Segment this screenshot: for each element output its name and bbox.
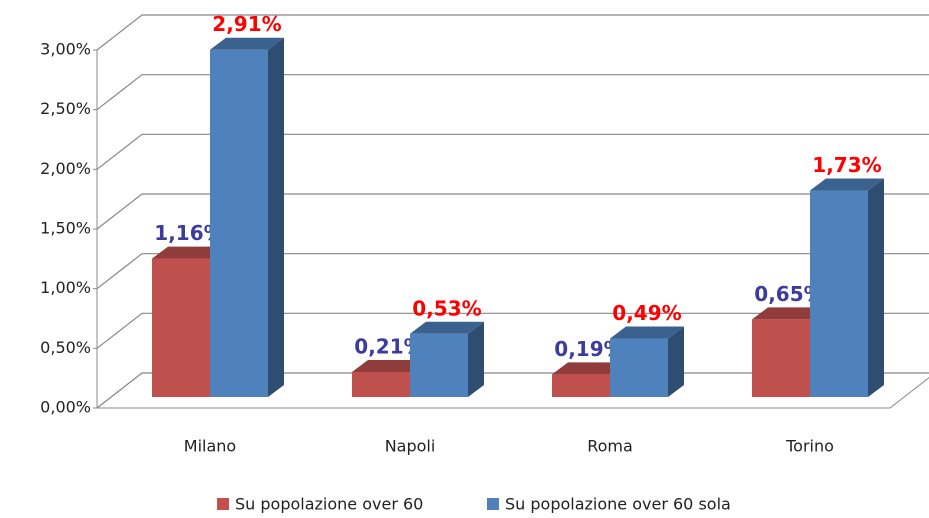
bar (610, 326, 684, 397)
bar-top (210, 37, 284, 50)
value-label: 2,91% (212, 12, 281, 36)
bar (210, 37, 284, 398)
bar-front (410, 333, 468, 397)
bar-top (752, 307, 826, 320)
legend-label: Su popolazione over 60 sola (505, 495, 731, 514)
x-tick-label: Roma (587, 437, 633, 456)
bar-front (152, 258, 210, 397)
bar-top (410, 321, 484, 334)
bar (810, 178, 884, 397)
bar-front (752, 319, 810, 397)
bar-side (668, 326, 684, 397)
bar-front (210, 49, 268, 398)
bar-side (268, 37, 284, 398)
x-tick-label: Napoli (385, 437, 436, 456)
bar-top (552, 362, 626, 375)
bar-top (610, 326, 684, 339)
bar-front (810, 190, 868, 397)
grid-line (96, 312, 929, 349)
y-tick-label: 0,50% (40, 338, 91, 357)
grid-line (96, 133, 929, 170)
x-tick-label: Milano (184, 437, 236, 456)
bar-side (468, 321, 484, 397)
y-tick-label: 3,00% (40, 40, 91, 59)
y-tick-label: 2,00% (40, 159, 91, 178)
bar (410, 321, 484, 397)
bar-side (868, 178, 884, 397)
legend-label: Su popolazione over 60 (235, 495, 423, 514)
y-tick-label: 1,00% (40, 278, 91, 297)
bar-top (152, 246, 226, 259)
grid-line (96, 253, 929, 290)
grid-line (96, 74, 929, 111)
bar-front (552, 374, 610, 397)
legend-swatch (217, 498, 229, 510)
bar-front (352, 371, 410, 397)
grid-line (96, 14, 929, 51)
value-label: 0,53% (412, 296, 481, 320)
legend-swatch (487, 498, 499, 510)
bar-front (610, 338, 668, 397)
value-label: 1,73% (812, 153, 881, 177)
bar-top (810, 178, 884, 191)
y-tick-label: 1,50% (40, 219, 91, 238)
x-tick-label: Torino (785, 437, 834, 456)
y-tick-label: 2,50% (40, 99, 91, 118)
value-label: 0,49% (612, 301, 681, 325)
bar-top (352, 359, 426, 372)
y-tick-label: 0,00% (40, 398, 91, 417)
grid-line (96, 193, 929, 230)
